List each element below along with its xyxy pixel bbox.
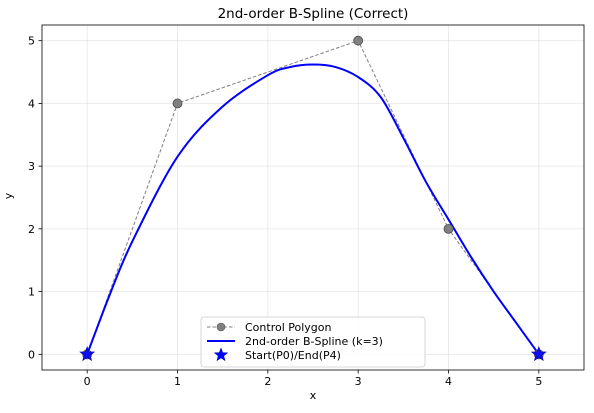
control-point-marker xyxy=(353,35,364,46)
axis-ticks: 0 1 2 3 4 5 0 1 2 3 4 5 xyxy=(28,35,542,388)
x-tick-label: 3 xyxy=(355,375,362,388)
legend-entry-start-end: Start(P0)/End(P4) xyxy=(213,347,341,362)
grid-lines xyxy=(42,25,584,370)
legend-box xyxy=(200,316,426,368)
chart-title: 2nd-order B-Spline (Correct) xyxy=(218,6,409,22)
legend-circle-marker-swatch xyxy=(216,322,226,332)
legend-label: 2nd-order B-Spline (k=3) xyxy=(245,335,383,348)
y-tick-label: 0 xyxy=(28,348,35,361)
plot-frame xyxy=(41,24,585,371)
y-tick-label: 4 xyxy=(28,97,35,110)
x-tick-label: 5 xyxy=(535,375,542,388)
legend-entry-b-spline: 2nd-order B-Spline (k=3) xyxy=(207,335,383,348)
series-layer xyxy=(79,35,547,362)
y-tick-label: 3 xyxy=(28,160,35,173)
legend-star-marker-swatch xyxy=(213,347,229,362)
x-axis-label: x xyxy=(310,389,317,402)
y-tick-label: 1 xyxy=(28,286,35,299)
y-tick-label: 2 xyxy=(28,223,35,236)
x-tick-label: 2 xyxy=(264,375,271,388)
endpoint-star-marker xyxy=(530,345,547,362)
y-axis-label: y xyxy=(2,192,15,199)
legend-label: Control Polygon xyxy=(245,321,332,334)
x-tick-label: 1 xyxy=(174,375,181,388)
control-point-marker xyxy=(172,98,183,109)
y-tick-label: 5 xyxy=(28,35,35,48)
endpoint-star-marker xyxy=(79,345,96,362)
b-spline-curve xyxy=(86,63,540,355)
x-tick-label: 0 xyxy=(84,375,91,388)
x-tick-label: 4 xyxy=(445,375,452,388)
control-point-marker xyxy=(443,223,454,234)
legend-label: Start(P0)/End(P4) xyxy=(245,349,341,362)
legend: Control Polygon 2nd-order B-Spline (k=3)… xyxy=(200,316,426,368)
legend-entry-control-polygon: Control Polygon xyxy=(207,321,332,334)
